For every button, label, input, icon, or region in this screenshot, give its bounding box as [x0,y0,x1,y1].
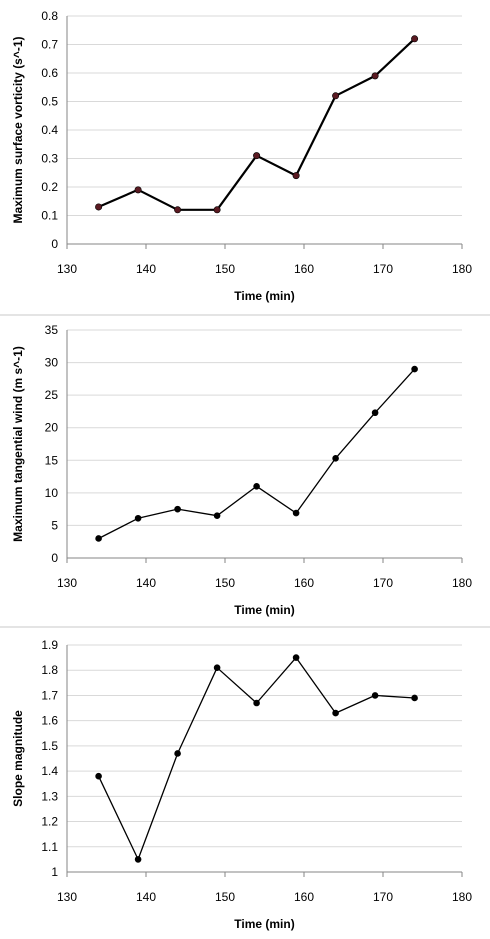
y-tick-label: 10 [45,486,59,500]
y-tick-label: 1.5 [41,739,58,753]
data-point [411,694,418,702]
data-point [213,664,221,672]
x-tick-label: 150 [215,262,235,276]
data-point [95,203,103,211]
y-tick-label: 0.6 [41,66,58,80]
x-tick-label: 160 [294,890,314,904]
y-tick-label: 0 [51,551,58,565]
series-line [98,37,416,211]
y-tick-label: 1 [51,865,58,879]
data-point [134,856,142,863]
x-tick-label: 140 [136,262,156,276]
x-tick-label: 180 [452,576,472,590]
y-tick-label: 0.7 [41,38,58,52]
y-tick-label: 1.9 [41,638,58,652]
data-point [213,512,221,519]
x-tick-label: 180 [452,262,472,276]
y-tick-label: 0.3 [41,152,58,166]
y-tick-label: 30 [45,356,59,370]
y-tick-label: 1.3 [41,789,58,803]
data-point [95,535,102,542]
y-tick-label: 0 [51,237,58,251]
data-point [371,72,379,80]
x-tick-label: 160 [294,262,314,276]
y-tick-label: 15 [45,453,59,467]
y-tick-label: 1.2 [41,815,58,829]
y-tick-label: 1.8 [41,663,58,677]
y-axis-title: Maximum tangential wind (m s^-1) [11,346,25,542]
y-tick-label: 0.1 [41,209,58,223]
y-tick-label: 0.8 [41,9,58,23]
y-tick-label: 25 [45,388,59,402]
y-tick-label: 5 [51,518,58,532]
data-point [371,409,379,417]
x-tick-label: 160 [294,576,314,590]
y-tick-label: 0.2 [41,180,58,194]
data-point [174,750,181,757]
series-line [98,656,415,861]
data-point [134,514,142,522]
x-tick-label: 170 [373,576,393,590]
data-point [332,455,339,462]
y-axis-title: Maximum surface vorticity (s^-1) [11,36,25,223]
data-point [253,483,260,490]
x-tick-label: 170 [373,890,393,904]
x-tick-label: 130 [57,262,77,276]
data-point [332,92,340,100]
data-point [292,509,300,517]
y-axis-title: Slope magnitude [11,710,25,807]
x-tick-label: 130 [57,890,77,904]
y-tick-label: 0.5 [41,95,58,109]
y-tick-label: 20 [45,421,59,435]
data-point [411,365,418,373]
data-point [95,772,102,780]
series-line [98,368,416,540]
x-tick-label: 180 [452,890,472,904]
x-tick-label: 130 [57,576,77,590]
y-tick-label: 1.6 [41,714,58,728]
y-tick-label: 1.1 [41,840,58,854]
x-axis-title: Time (min) [234,917,294,931]
data-point [371,692,379,699]
data-point [292,654,300,661]
data-point [174,206,182,214]
data-point [253,699,260,707]
x-tick-label: 150 [215,890,235,904]
x-tick-label: 150 [215,576,235,590]
x-tick-label: 140 [136,890,156,904]
data-point [253,152,261,160]
y-tick-label: 0.4 [41,123,58,137]
y-tick-label: 35 [45,323,59,337]
data-point [174,505,181,513]
data-point [213,206,221,214]
data-point [292,172,300,180]
x-tick-label: 170 [373,262,393,276]
x-axis-title: Time (min) [234,603,294,617]
y-tick-label: 1.7 [41,688,58,702]
x-tick-label: 140 [136,576,156,590]
y-tick-label: 1.4 [41,764,58,778]
data-point [134,186,142,194]
data-point [332,709,339,717]
x-axis-title: Time (min) [234,289,294,303]
data-point [411,35,419,43]
